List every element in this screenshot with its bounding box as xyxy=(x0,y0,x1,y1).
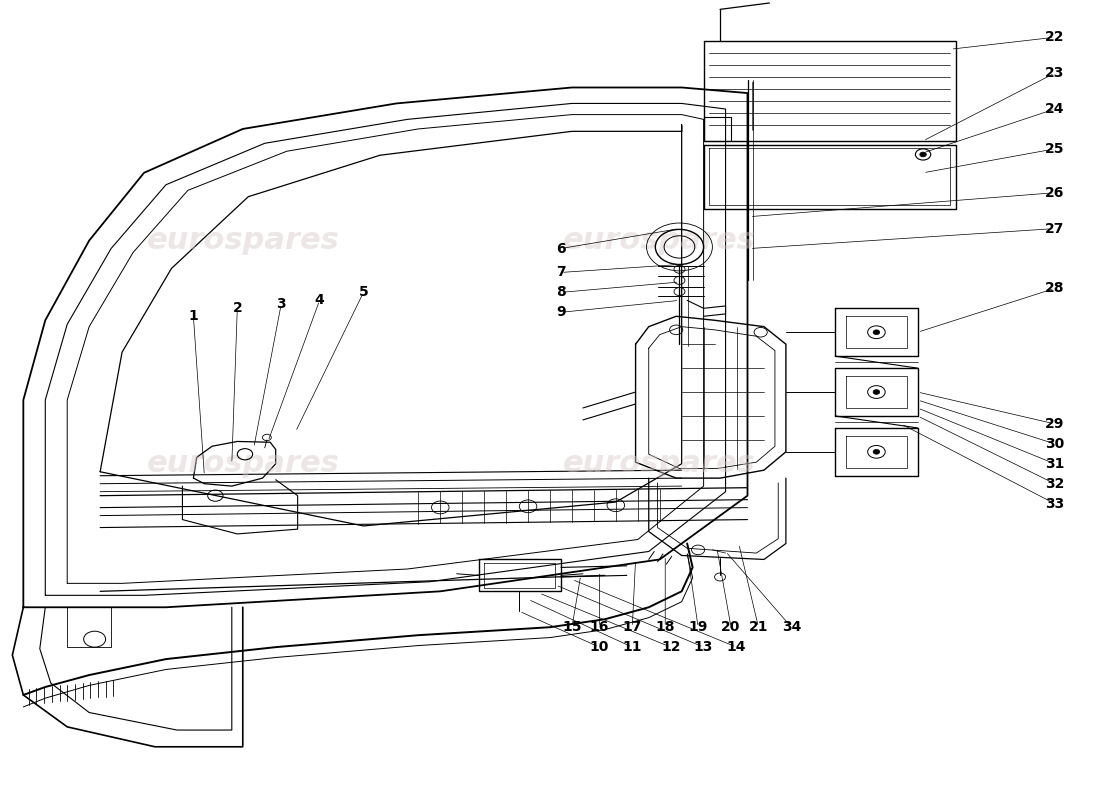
Text: 2: 2 xyxy=(232,302,242,315)
Text: 21: 21 xyxy=(749,620,768,634)
Text: 11: 11 xyxy=(623,640,642,654)
Text: eurospares: eurospares xyxy=(563,226,756,255)
Text: eurospares: eurospares xyxy=(146,226,339,255)
Text: 33: 33 xyxy=(1045,497,1065,510)
Text: 5: 5 xyxy=(359,286,369,299)
Text: 4: 4 xyxy=(315,294,324,307)
Text: 17: 17 xyxy=(623,620,642,634)
Text: 6: 6 xyxy=(557,242,565,255)
Text: 25: 25 xyxy=(1045,142,1065,156)
Text: 26: 26 xyxy=(1045,186,1065,200)
Circle shape xyxy=(873,450,880,454)
Text: 14: 14 xyxy=(727,640,746,654)
Text: 28: 28 xyxy=(1045,282,1065,295)
Text: 16: 16 xyxy=(590,620,609,634)
Text: 19: 19 xyxy=(689,620,707,634)
Text: 20: 20 xyxy=(722,620,740,634)
Text: 24: 24 xyxy=(1045,102,1065,116)
Text: 29: 29 xyxy=(1045,417,1065,431)
Circle shape xyxy=(873,390,880,394)
Text: 9: 9 xyxy=(557,306,565,319)
Text: 30: 30 xyxy=(1045,437,1065,451)
Text: 15: 15 xyxy=(562,620,582,634)
Text: 22: 22 xyxy=(1045,30,1065,44)
Text: 10: 10 xyxy=(590,640,609,654)
Text: 7: 7 xyxy=(557,266,565,279)
Text: 34: 34 xyxy=(782,620,801,634)
Circle shape xyxy=(873,330,880,334)
Text: 23: 23 xyxy=(1045,66,1065,80)
Text: 1: 1 xyxy=(188,310,198,323)
Text: 27: 27 xyxy=(1045,222,1065,235)
Text: 13: 13 xyxy=(694,640,713,654)
Text: eurospares: eurospares xyxy=(146,450,339,478)
Text: eurospares: eurospares xyxy=(563,450,756,478)
Text: 8: 8 xyxy=(557,286,565,299)
Text: 3: 3 xyxy=(276,298,286,311)
Text: 12: 12 xyxy=(661,640,681,654)
Text: 31: 31 xyxy=(1045,457,1065,470)
Text: 18: 18 xyxy=(656,620,675,634)
Circle shape xyxy=(920,152,926,157)
Text: 32: 32 xyxy=(1045,477,1065,490)
